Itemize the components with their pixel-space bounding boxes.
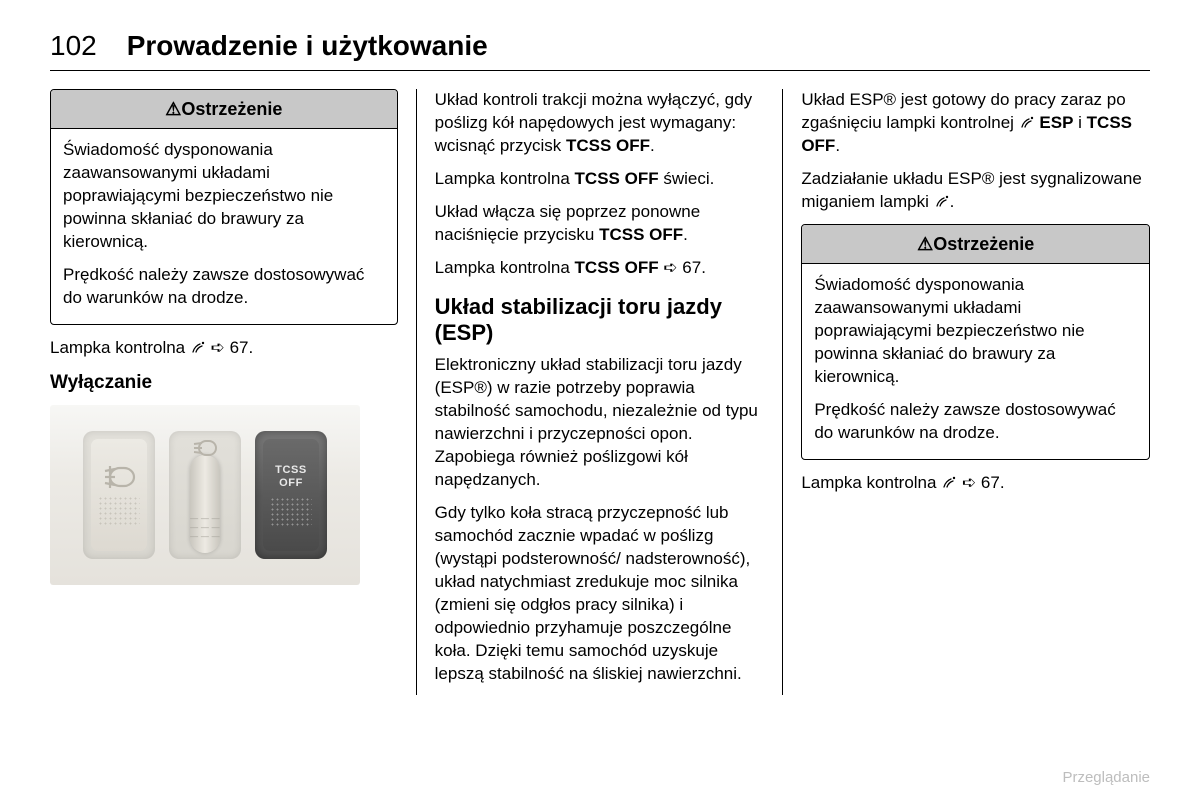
dashboard-switches-photo: — — —— — —— — — TCSS OFF: [50, 405, 360, 585]
warning-box: ⚠Ostrzeżenie Świadomość dysponowania zaa…: [50, 89, 398, 325]
tcss-off-switch: TCSS OFF: [255, 431, 327, 559]
text-run: .: [650, 136, 655, 155]
switch-texture: [98, 496, 140, 526]
body-text: Lampka kontrolna ➪ 67.: [801, 472, 1150, 495]
warning-paragraph: Świadomość dysponowania zaawansowanymi u…: [63, 139, 385, 254]
bold-run: TCSS OFF: [575, 258, 659, 277]
text-run: .: [950, 192, 955, 211]
link-arrow-icon: ➪: [211, 338, 225, 357]
body-text: Zadziałanie układu ESP® jest sygnalizowa…: [801, 168, 1150, 214]
body-text: Lampka kontrolna TCSS OFF ➪ 67.: [435, 257, 765, 280]
fog-light-switch: [83, 431, 155, 559]
bold-run: TCSS OFF: [575, 169, 659, 188]
text-run: 67.: [225, 338, 253, 357]
dial-wheel: — — —— — —— — —: [190, 455, 220, 553]
warning-header: ⚠Ostrzeżenie: [802, 225, 1149, 264]
warning-title: Ostrzeżenie: [181, 99, 282, 119]
footer-label: Przeglądanie: [1062, 769, 1150, 786]
text-run: .: [835, 136, 840, 155]
subheading: Wyłączanie: [50, 370, 398, 396]
bold-run: ESP: [1039, 113, 1073, 132]
fog-light-icon: [102, 464, 136, 490]
column-3: Układ ESP® jest gotowy do pracy zaraz po…: [783, 89, 1150, 695]
page-header: 102 Prowadzenie i użytkowanie: [50, 30, 1150, 71]
text-run: Zadziałanie układu ESP® jest sygnalizowa…: [801, 169, 1141, 211]
columns-wrap: ⚠Ostrzeżenie Świadomość dysponowania zaa…: [50, 89, 1150, 695]
text-run: 67.: [678, 258, 706, 277]
headlight-level-dial: — — —— — —— — —: [169, 431, 241, 559]
text-run: .: [683, 225, 688, 244]
text-run: TCSS: [275, 464, 307, 476]
manual-page: 102 Prowadzenie i użytkowanie ⚠Ostrzeżen…: [0, 0, 1200, 715]
body-text: Gdy tylko koła stracą przyczepność lub s…: [435, 502, 765, 686]
text-run: Lampka kontrolna: [435, 169, 575, 188]
bold-run: TCSS OFF: [599, 225, 683, 244]
body-text: Lampka kontrolna ➪ 67.: [50, 337, 398, 360]
esp-lamp-icon: [934, 193, 950, 209]
warning-body: Świadomość dysponowania zaawansowanymi u…: [802, 264, 1149, 459]
body-text: Lampka kontrolna TCSS OFF świeci.: [435, 168, 765, 191]
warning-paragraph: Prędkość należy zawsze dostosowywać do w…: [814, 399, 1137, 445]
tcss-off-label: TCSS OFF: [275, 464, 307, 490]
warning-icon: ⚠: [165, 99, 181, 119]
warning-paragraph: Świadomość dysponowania zaawansowanymi u…: [814, 274, 1137, 389]
link-arrow-icon: ➪: [663, 258, 677, 277]
body-text: Układ ESP® jest gotowy do pracy zaraz po…: [801, 89, 1150, 158]
warning-title: Ostrzeżenie: [933, 234, 1034, 254]
text-run: OFF: [279, 477, 303, 489]
body-text: Układ kontroli trakcji można wyłączyć, g…: [435, 89, 765, 158]
text-run: świeci.: [659, 169, 715, 188]
esp-lamp-icon: [1019, 114, 1035, 130]
text-run: Lampka kontrolna: [435, 258, 575, 277]
esp-lamp-icon: [190, 339, 206, 355]
body-text: Elektroniczny układ stabilizacji toru ja…: [435, 354, 765, 492]
warning-header: ⚠Ostrzeżenie: [51, 90, 397, 129]
warning-icon: ⚠: [917, 234, 933, 254]
text-run: Lampka kontrolna: [801, 473, 941, 492]
warning-box: ⚠Ostrzeżenie Świadomość dysponowania zaa…: [801, 224, 1150, 460]
bold-run: TCSS OFF: [566, 136, 650, 155]
link-arrow-icon: ➪: [962, 473, 976, 492]
page-number: 102: [50, 30, 97, 62]
text-run: Lampka kontrolna: [50, 338, 190, 357]
esp-lamp-icon: [941, 474, 957, 490]
warning-paragraph: Prędkość należy zawsze dostosowywać do w…: [63, 264, 385, 310]
dial-ridges: — — —— — —— — —: [190, 515, 220, 541]
column-2: Układ kontroli trakcji można wyłączyć, g…: [417, 89, 784, 695]
chapter-title: Prowadzenie i użytkowanie: [127, 30, 488, 62]
body-text: Układ włącza się poprzez ponowne naciśni…: [435, 201, 765, 247]
section-heading: Układ stabilizacji toru jazdy (ESP): [435, 294, 765, 347]
text-run: i: [1073, 113, 1086, 132]
switch-texture: [270, 497, 312, 527]
warning-body: Świadomość dysponowania zaawansowanymi u…: [51, 129, 397, 324]
headlight-icon: [192, 439, 218, 457]
text-run: 67.: [976, 473, 1004, 492]
column-1: ⚠Ostrzeżenie Świadomość dysponowania zaa…: [50, 89, 417, 695]
